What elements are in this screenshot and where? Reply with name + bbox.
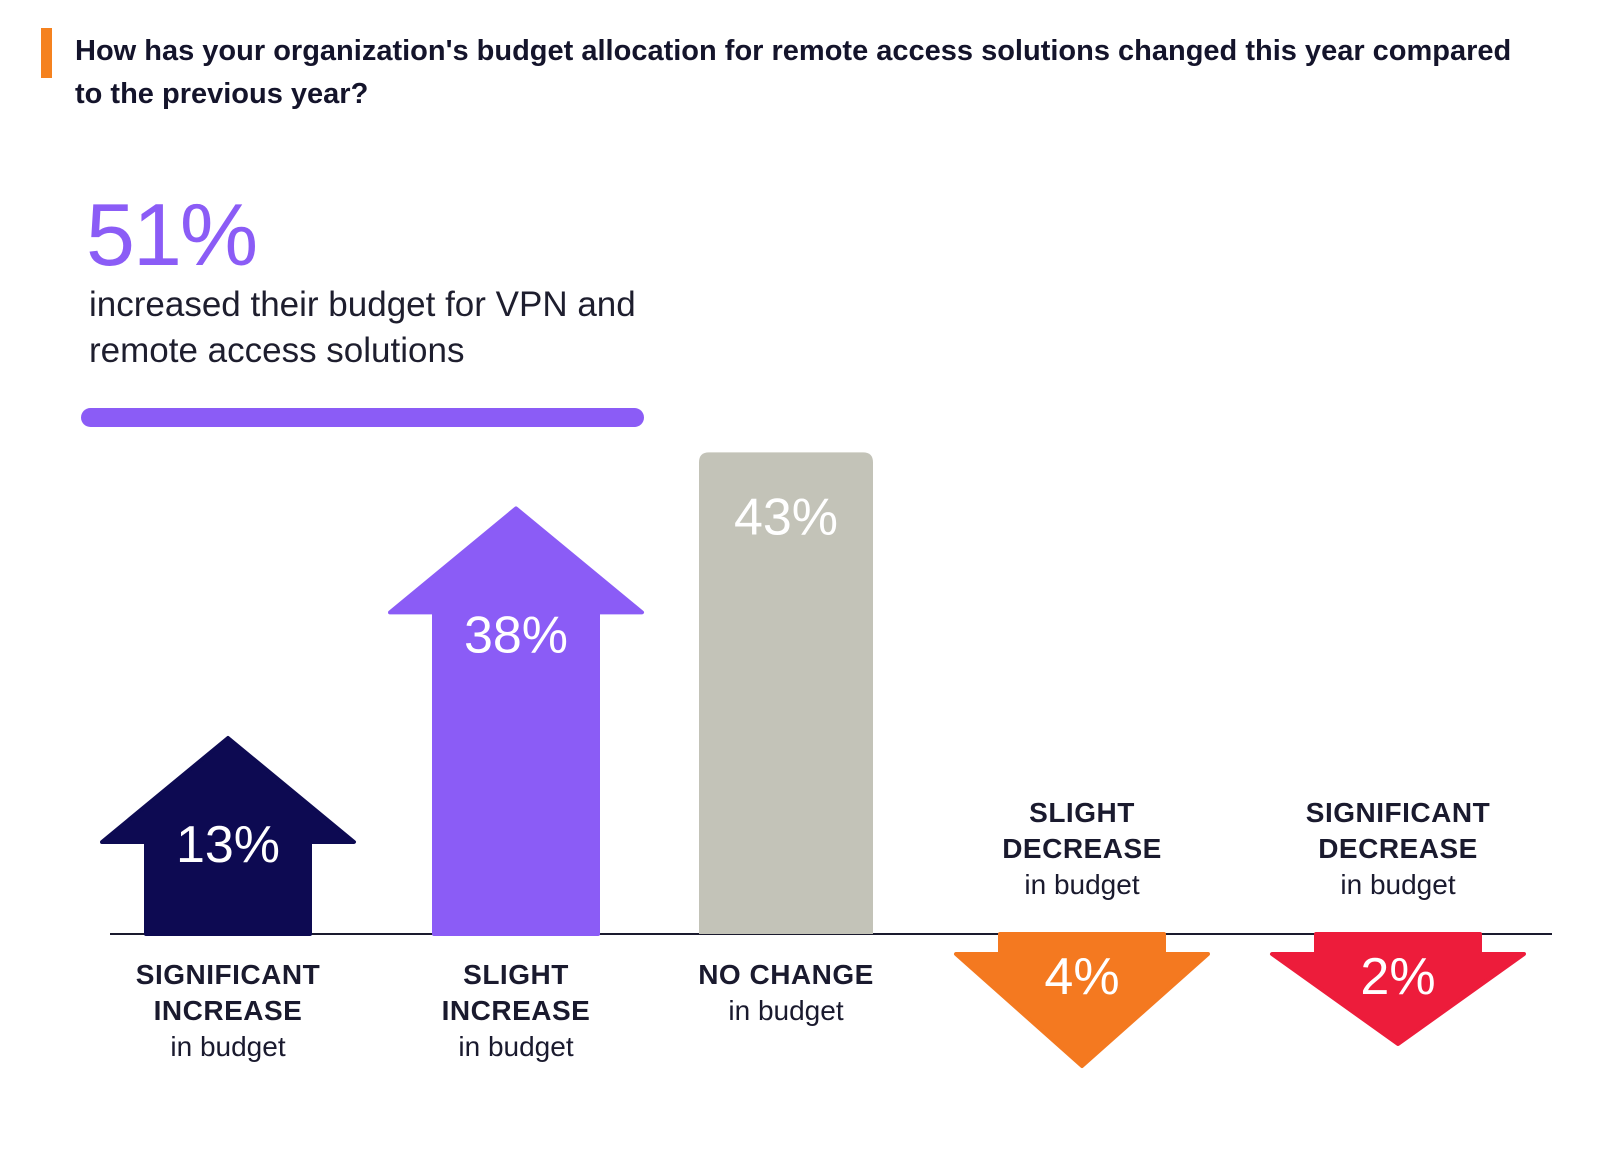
category-label-3-main: SLIGHT DECREASE <box>1002 797 1162 864</box>
bar-4-arrow-down <box>1270 932 1526 1046</box>
category-label-4-main: SIGNIFICANT DECREASE <box>1305 797 1491 864</box>
category-label-2-main: NO CHANGE <box>698 959 874 990</box>
category-label-1: SLIGHT INCREASE in budget <box>386 957 646 1065</box>
callout-caption: increased their budget for VPN and remot… <box>89 285 636 370</box>
question-accent-bar <box>41 28 52 78</box>
category-label-4-sub: in budget <box>1340 869 1456 900</box>
category-label-3: SLIGHT DECREASE in budget <box>952 795 1212 903</box>
bar-0-arrow-up <box>100 736 356 936</box>
category-label-0: SIGNIFICANT INCREASE in budget <box>98 957 358 1065</box>
category-label-4: SIGNIFICANT DECREASE in budget <box>1268 795 1528 903</box>
bar-2-rect <box>699 452 873 934</box>
bar-3-arrow-down <box>954 932 1210 1068</box>
category-label-1-main: SLIGHT INCREASE <box>441 959 591 1026</box>
chart-question-title: How has your organization's budget alloc… <box>75 35 1512 110</box>
category-label-2: NO CHANGE in budget <box>656 957 916 1029</box>
bar-2-value-label: 43% <box>734 488 838 546</box>
category-label-0-sub: in budget <box>170 1031 286 1062</box>
increase-bracket <box>81 408 644 427</box>
category-label-3-sub: in budget <box>1024 869 1140 900</box>
bar-4-value-label: 2% <box>1360 948 1435 1006</box>
bar-3-value-label: 4% <box>1044 948 1119 1006</box>
category-label-0-main: SIGNIFICANT INCREASE <box>135 959 321 1026</box>
category-label-1-sub: in budget <box>458 1031 574 1062</box>
callout-percentage: 51% <box>86 185 258 284</box>
bar-1-arrow-up <box>388 506 644 936</box>
bar-1-value-label: 38% <box>464 606 568 664</box>
category-label-2-sub: in budget <box>728 995 844 1026</box>
bar-0-value-label: 13% <box>176 816 280 874</box>
